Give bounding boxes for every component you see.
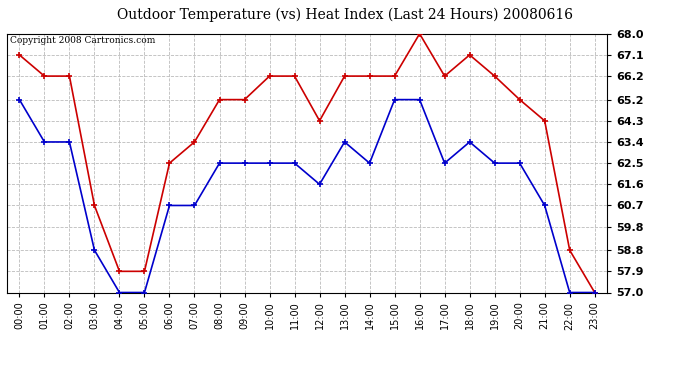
Text: Outdoor Temperature (vs) Heat Index (Last 24 Hours) 20080616: Outdoor Temperature (vs) Heat Index (Las…: [117, 8, 573, 22]
Text: Copyright 2008 Cartronics.com: Copyright 2008 Cartronics.com: [10, 36, 155, 45]
